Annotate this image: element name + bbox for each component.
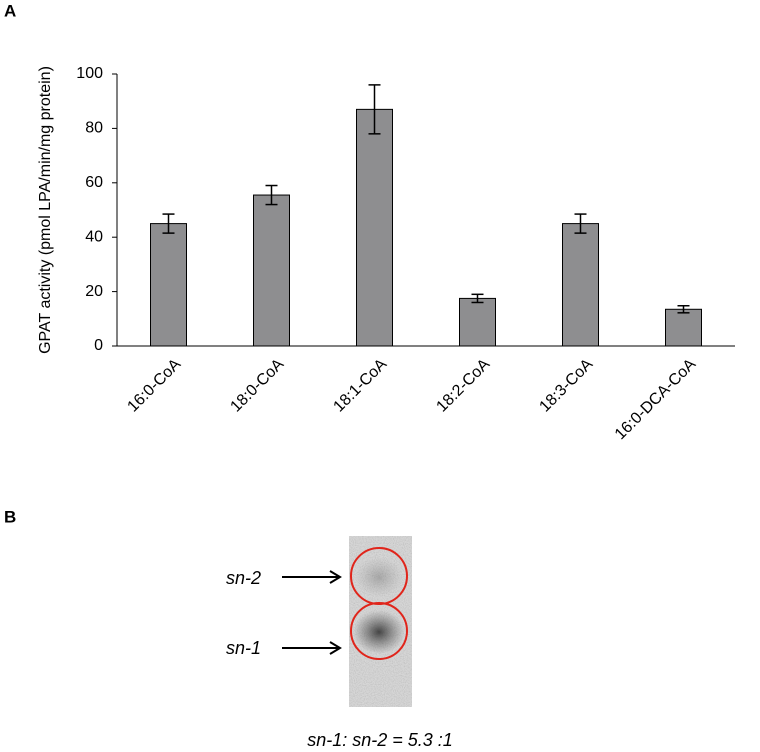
- blot-caption: sn-1: sn-2 = 5.3 :1: [307, 730, 453, 750]
- x-tick-label: 18:1-CoA: [330, 356, 390, 416]
- x-tick-label: 18:0-CoA: [227, 356, 287, 416]
- blot-label: sn-1: [226, 638, 261, 658]
- x-tick-label: 16:0-CoA: [124, 356, 184, 416]
- panel-label: A: [4, 1, 16, 20]
- blot-spot: [353, 610, 405, 654]
- arrow-head: [329, 641, 342, 655]
- spot-circle: [350, 602, 408, 660]
- arrow-head: [329, 570, 342, 584]
- y-tick-label: 20: [85, 283, 103, 300]
- blot-spot: [355, 557, 403, 597]
- y-tick-label: 100: [76, 65, 103, 82]
- bar: [665, 308, 702, 347]
- blot-label: sn-2: [226, 568, 261, 588]
- y-tick-label: 0: [94, 337, 103, 354]
- x-tick-label: 18:3-CoA: [536, 356, 596, 416]
- x-tick-label: 18:2-CoA: [433, 356, 493, 416]
- x-tick-label: 16:0-DCA-CoA: [612, 356, 700, 444]
- bar: [150, 223, 187, 347]
- bar: [253, 194, 290, 347]
- y-axis-label: GPAT activity (pmol LPA/min/mg protein): [37, 66, 54, 354]
- bar: [459, 297, 496, 347]
- blot: sn-2 sn-1 sn-1: sn-2 = 5.3 :1: [226, 536, 453, 750]
- panel-label: B: [4, 507, 16, 526]
- y-tick-label: 40: [85, 228, 103, 245]
- y-tick-label: 80: [85, 120, 103, 137]
- bar: [562, 223, 599, 347]
- y-tick-label: 60: [85, 174, 103, 191]
- bar: [356, 108, 393, 347]
